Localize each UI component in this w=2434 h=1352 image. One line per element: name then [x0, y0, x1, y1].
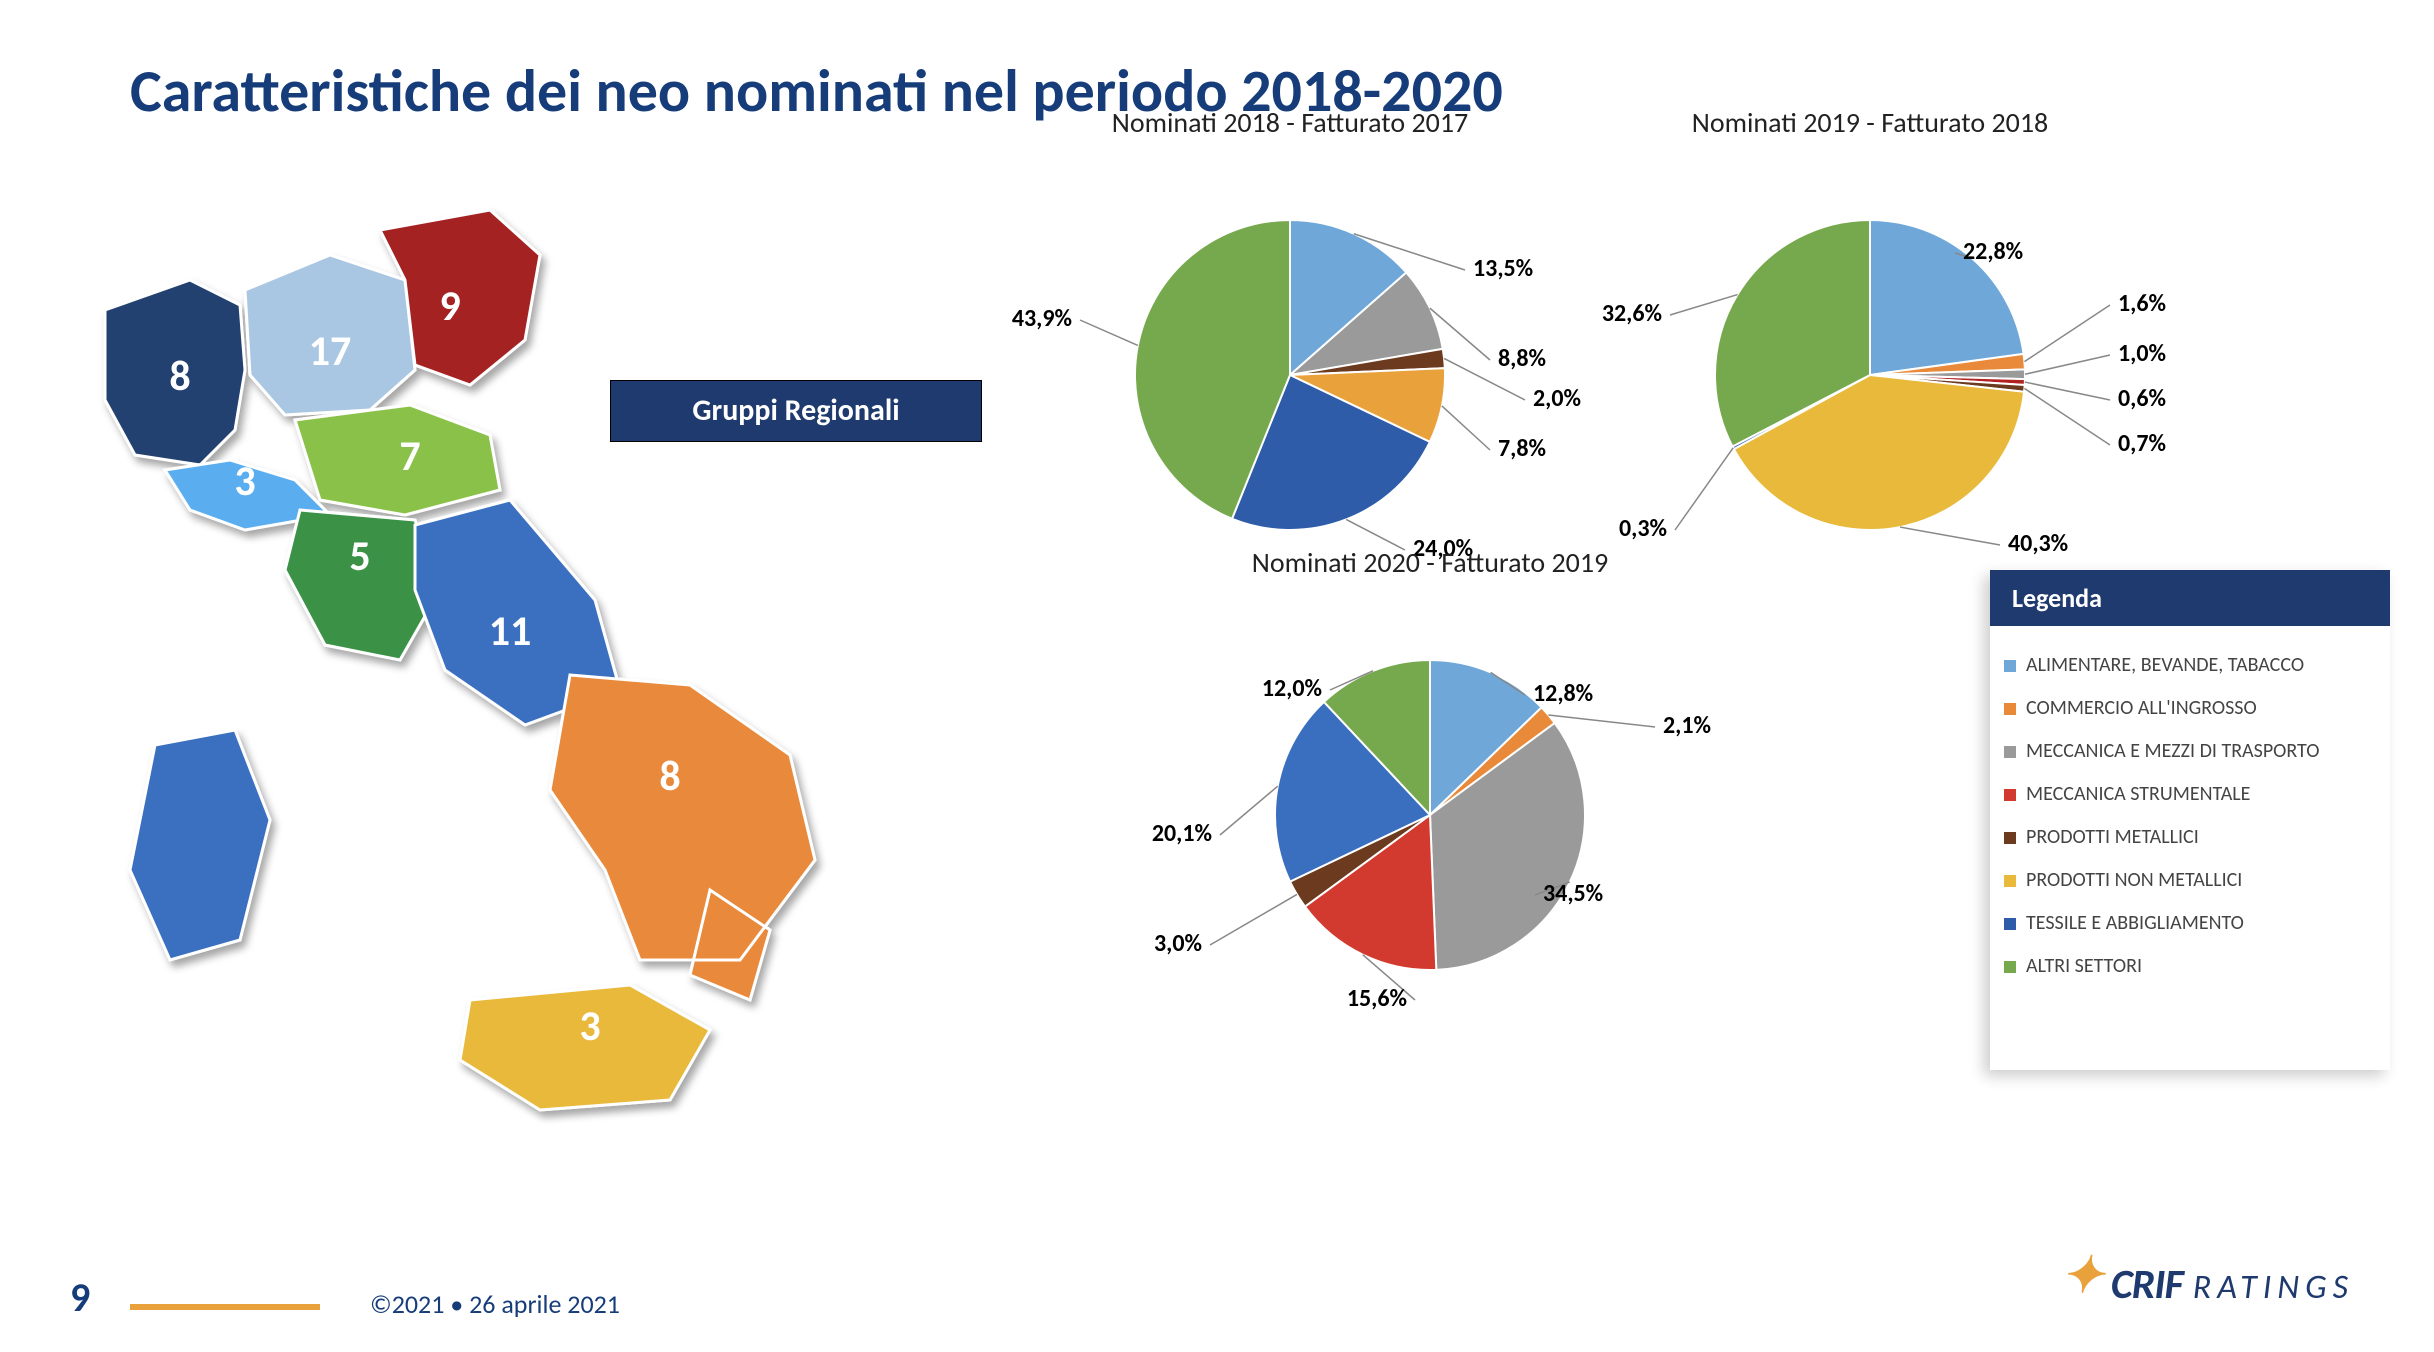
region-number: 7: [399, 431, 420, 482]
legend-label: MECCANICA STRUMENTALE: [2026, 783, 2250, 806]
pie-chart-1: Nominati 2019 - Fatturato 201822,8%1,6%1…: [1670, 175, 2070, 580]
region-number: 17: [309, 326, 352, 377]
pie-label: 0,7%: [2118, 429, 2166, 458]
legend-swatch: [2004, 918, 2016, 930]
pie-label: 8,8%: [1498, 344, 1546, 373]
pie-label: 34,5%: [1543, 879, 1603, 908]
logo-sub: RATINGS: [2193, 1267, 2354, 1308]
slide: Caratteristiche dei neo nominati nel per…: [0, 0, 2434, 1352]
legend-item: PRODOTTI METALLICI: [2004, 826, 2376, 849]
pie-label: 2,0%: [1533, 384, 1581, 413]
pie-label: 20,1%: [1152, 819, 1212, 848]
pie-label: 7,8%: [1498, 434, 1546, 463]
pie-label: 13,5%: [1473, 254, 1533, 283]
legend-item: PRODOTTI NON METALLICI: [2004, 869, 2376, 892]
legend-swatch: [2004, 746, 2016, 758]
pie-label: 22,8%: [1963, 237, 2023, 266]
legend-item: COMMERCIO ALL'INGROSSO: [2004, 697, 2376, 720]
pie-label: 1,6%: [2118, 289, 2166, 318]
legend-label: ALIMENTARE, BEVANDE, TABACCO: [2026, 654, 2304, 677]
region-number: 5: [349, 531, 370, 582]
legend-label: MECCANICA E MEZZI DI TRASPORTO: [2026, 740, 2319, 763]
pie-label: 12,0%: [1262, 674, 1322, 703]
pie-label: 32,6%: [1602, 299, 1662, 328]
region-number: 3: [579, 1001, 600, 1052]
legend-item: ALTRI SETTORI: [2004, 955, 2376, 978]
legend-item: MECCANICA STRUMENTALE: [2004, 783, 2376, 806]
legend-swatch: [2004, 832, 2016, 844]
region-emilia-romagna: [295, 405, 500, 515]
legend-swatch: [2004, 961, 2016, 973]
copyright: ©2021 • 26 aprile 2021: [370, 1288, 620, 1320]
italy-map: 8 17 9 3 75 11 8 3: [70, 170, 930, 1190]
legend-title: Legenda: [1990, 570, 2390, 626]
pie-title: Nominati 2019 - Fatturato 2018: [1550, 105, 2190, 140]
region-number: 11: [489, 606, 532, 657]
pie-label: 15,6%: [1347, 984, 1407, 1013]
pie-label: 2,1%: [1663, 711, 1711, 740]
legend-label: PRODOTTI NON METALLICI: [2026, 869, 2242, 892]
pie-chart-0: Nominati 2018 - Fatturato 201713,5%8,8%2…: [1090, 175, 1490, 580]
legend-label: PRODOTTI METALLICI: [2026, 826, 2199, 849]
pie-title: Nominati 2018 - Fatturato 2017: [970, 105, 1610, 140]
region-sud-continentale: [550, 675, 815, 1000]
legend-swatch: [2004, 703, 2016, 715]
region-number: 3: [234, 456, 255, 507]
legend-label: ALTRI SETTORI: [2026, 955, 2142, 978]
pie-label: 43,9%: [1012, 304, 1072, 333]
pie-label: 12,8%: [1533, 679, 1593, 708]
pie-label: 1,0%: [2118, 339, 2166, 368]
legend-item: MECCANICA E MEZZI DI TRASPORTO: [2004, 740, 2376, 763]
pie-label: 0,3%: [1619, 514, 1667, 543]
pie-label: 40,3%: [2008, 529, 2068, 558]
page-number: 9: [70, 1273, 90, 1322]
legend-swatch: [2004, 660, 2016, 672]
region-number: 8: [659, 751, 680, 802]
pie-label: 3,0%: [1154, 929, 1202, 958]
pie-title: Nominati 2020 - Fatturato 2019: [1110, 545, 1750, 580]
region-number: 8: [169, 351, 190, 402]
logo-brand: CRIF: [2111, 1259, 2183, 1310]
legend-label: TESSILE E ABBIGLIAMENTO: [2026, 912, 2244, 935]
pie-label: 0,6%: [2118, 384, 2166, 413]
legend-item: TESSILE E ABBIGLIAMENTO: [2004, 912, 2376, 935]
map-group-label: Gruppi Regionali: [610, 380, 982, 442]
pie-chart-2: Nominati 2020 - Fatturato 201912,8%2,1%3…: [1230, 615, 1630, 1020]
crif-logo: ✦ CRIFRATINGS: [2061, 1251, 2354, 1312]
legend-swatch: [2004, 789, 2016, 801]
legend: Legenda ALIMENTARE, BEVANDE, TABACCO COMM…: [1990, 570, 2390, 1070]
legend-item: ALIMENTARE, BEVANDE, TABACCO: [2004, 654, 2376, 677]
region-sardegna: [130, 730, 270, 960]
footer-accent-line: [130, 1304, 320, 1310]
legend-label: COMMERCIO ALL'INGROSSO: [2026, 697, 2257, 720]
region-number: 9: [439, 281, 460, 332]
legend-swatch: [2004, 875, 2016, 887]
